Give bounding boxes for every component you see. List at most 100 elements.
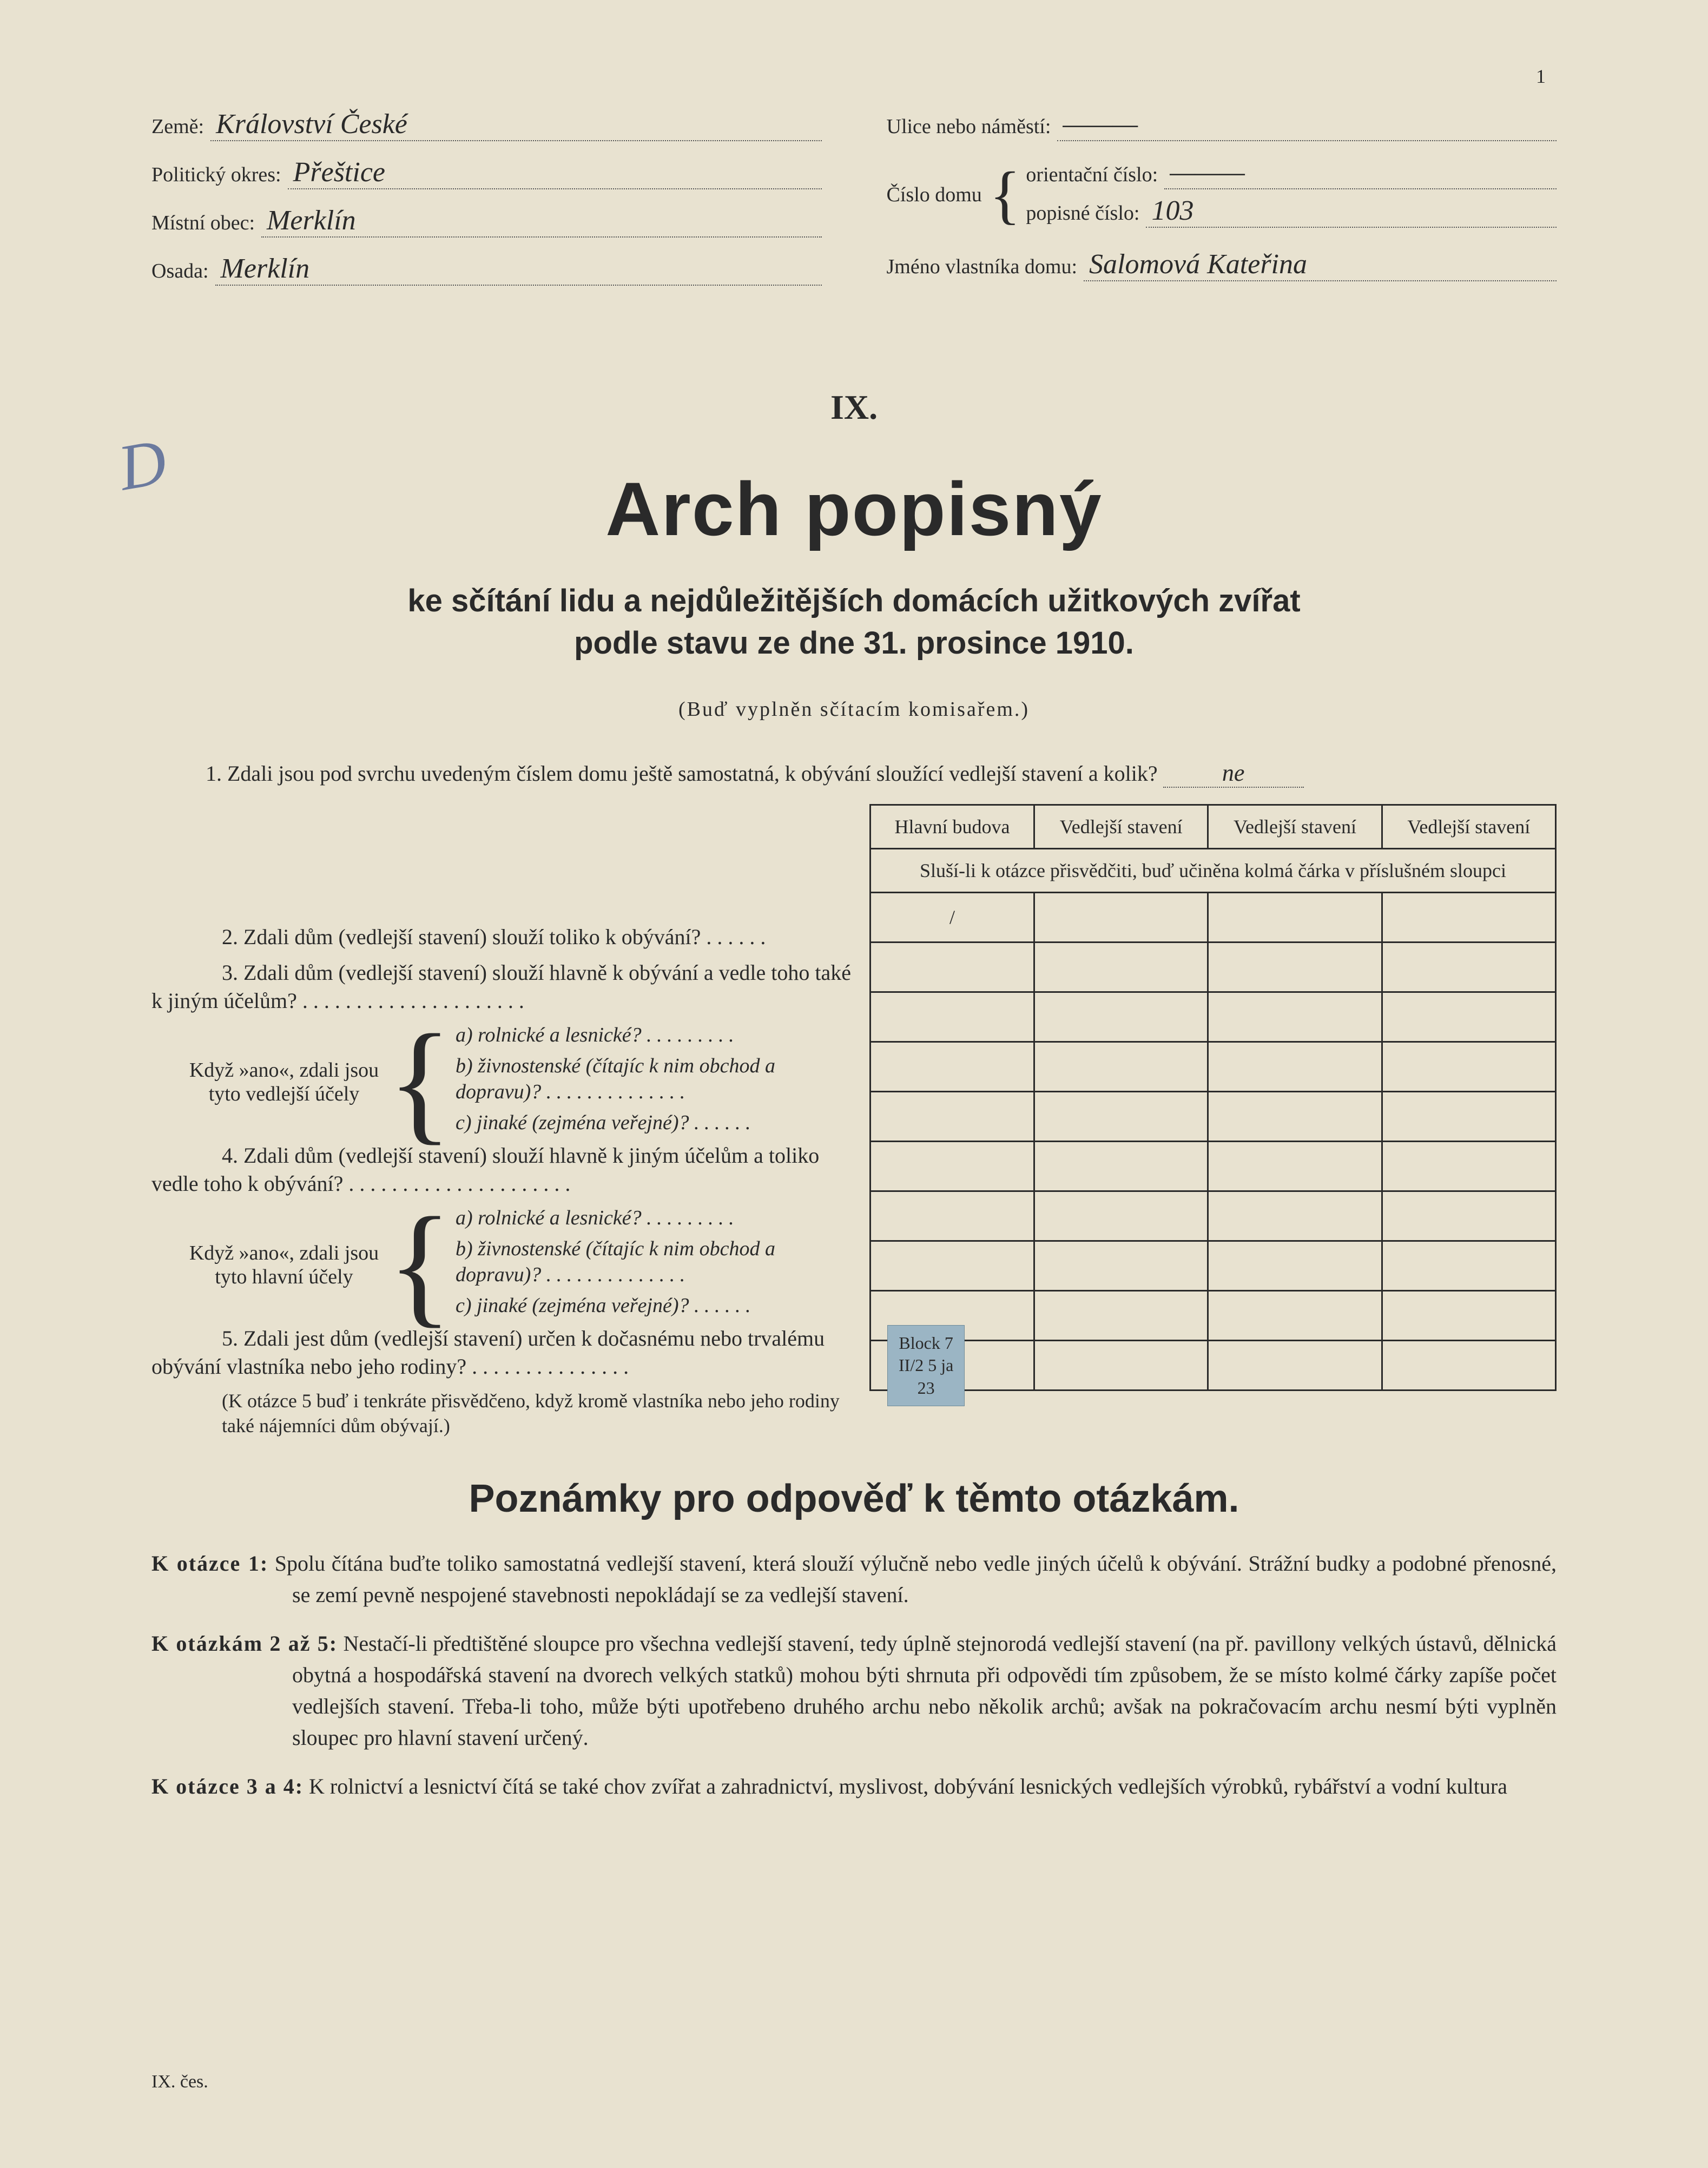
table-hint: Sluší-li k otázce přisvědčiti, buď učině… [871, 848, 1556, 892]
table-row [871, 1290, 1556, 1340]
table-row [871, 1241, 1556, 1290]
cell [1382, 992, 1555, 1042]
table-row: Block 7 II/2 5 ja 23 [871, 1340, 1556, 1390]
cell [1208, 1340, 1382, 1390]
cell [1382, 942, 1555, 992]
th-0: Hlavní budova [871, 805, 1034, 848]
cell [1208, 1191, 1382, 1241]
cell: Block 7 II/2 5 ja 23 [871, 1340, 1034, 1390]
sub3-a: a) rolnické a lesnické? . . . . . . . . … [456, 1023, 859, 1049]
cell [871, 1091, 1034, 1141]
field-popis: popisné číslo: 103 [1026, 195, 1557, 228]
sub-4-wrap: Když »ano«, zdali jsou tyto hlavní účely… [184, 1205, 859, 1324]
cell [871, 1042, 1034, 1091]
cell [1034, 1042, 1208, 1091]
question-5: 5. Zdali jest dům (vedlejší stavení) urč… [151, 1324, 859, 1381]
cell [1382, 1191, 1555, 1241]
field-ulice: Ulice nebo náměstí: ——— [887, 108, 1557, 141]
note2-label: K otázkám 2 až 5: [151, 1631, 338, 1656]
okres-value: Přeštice [288, 156, 822, 189]
field-orient: orientační číslo: ——— [1026, 156, 1557, 189]
main-table-wrap: 2. Zdali dům (vedlejší stavení) slouží t… [151, 804, 1557, 1439]
obec-value: Merklín [261, 205, 821, 238]
sub4-b: b) živnostenské (čítajíc k nim obchod a … [456, 1236, 859, 1288]
field-obec: Místní obec: Merklín [151, 205, 822, 238]
note2-text: Nestačí-li předtištěné sloupce pro všech… [292, 1631, 1557, 1750]
table-header-row: Hlavní budova Vedlejší stavení Vedlejší … [871, 805, 1556, 848]
cell [1382, 1290, 1555, 1340]
notes-title: Poznámky pro odpověď k těmto otázkám. [151, 1477, 1557, 1521]
cell [1034, 1141, 1208, 1191]
cell [1034, 992, 1208, 1042]
note1-label: K otázce 1: [151, 1551, 268, 1576]
cell [1208, 1091, 1382, 1141]
cell [871, 992, 1034, 1042]
th-3: Vedlejší stavení [1382, 805, 1555, 848]
stamp-line1: Block 7 [899, 1332, 953, 1355]
field-okres: Politický okres: Přeštice [151, 156, 822, 189]
question-3: 3. Zdali dům (vedlejší stavení) slouží h… [151, 959, 859, 1015]
note1-text: Spolu čítána buďte toliko samostatná ved… [275, 1551, 1557, 1607]
cell [1034, 942, 1208, 992]
cell [1034, 1340, 1208, 1390]
instruction: (Buď vyplněn sčítacím komisařem.) [151, 697, 1557, 721]
zeme-label: Země: [151, 115, 204, 139]
okres-label: Politický okres: [151, 163, 281, 187]
sub4-a: a) rolnické a lesnické? . . . . . . . . … [456, 1205, 859, 1231]
cell [1208, 1241, 1382, 1290]
cell [1034, 1290, 1208, 1340]
note3-text: K rolnictví a lesnictví čítá se také cho… [309, 1774, 1507, 1798]
question-4: 4. Zdali dům (vedlejší stavení) slouží h… [151, 1142, 859, 1198]
ulice-value: ——— [1057, 108, 1557, 141]
table-row [871, 942, 1556, 992]
note-3: K otázce 3 a 4: K rolnictví a lesnictví … [151, 1771, 1557, 1802]
brace-icon: { [990, 175, 1021, 214]
cislo-sub: orientační číslo: ——— popisné číslo: 103 [1026, 156, 1557, 233]
field-zeme: Země: Království České [151, 108, 822, 141]
cell [871, 1241, 1034, 1290]
cell [1034, 1241, 1208, 1290]
cell [871, 1141, 1034, 1191]
table-row [871, 1191, 1556, 1241]
vlastnik-label: Jméno vlastníka domu: [887, 255, 1078, 279]
cell [1382, 1091, 1555, 1141]
question-2: 2. Zdali dům (vedlejší stavení) slouží t… [222, 923, 859, 951]
q1-answer: ne [1163, 759, 1304, 788]
cell [871, 1191, 1034, 1241]
sub4-items: a) rolnické a lesnické? . . . . . . . . … [456, 1205, 859, 1324]
obec-label: Místní obec: [151, 211, 255, 235]
cell [1208, 992, 1382, 1042]
q4-text: 4. Zdali dům (vedlejší stavení) slouží h… [151, 1143, 819, 1196]
sub3-items: a) rolnické a lesnické? . . . . . . . . … [456, 1023, 859, 1142]
zeme-value: Království České [210, 108, 821, 141]
field-vlastnik: Jméno vlastníka domu: Salomová Kateřina [887, 248, 1557, 281]
cell [1382, 892, 1555, 942]
cell [1034, 1191, 1208, 1241]
cislo-domu-group: Číslo domu { orientační číslo: ——— popis… [887, 156, 1557, 233]
archive-stamp: Block 7 II/2 5 ja 23 [887, 1325, 965, 1407]
cell [1034, 892, 1208, 942]
note-2: K otázkám 2 až 5: Nestačí-li předtištěné… [151, 1628, 1557, 1754]
osada-value: Merklín [215, 253, 822, 286]
spacer [151, 804, 859, 923]
vlastnik-value: Salomová Kateřina [1084, 248, 1557, 281]
stamp-line2: II/2 5 ja [899, 1354, 953, 1377]
page-number: 1 [1536, 65, 1546, 88]
header-right-column: Ulice nebo náměstí: ——— Číslo domu { ori… [887, 108, 1557, 301]
q3-text: 3. Zdali dům (vedlejší stavení) slouží h… [151, 960, 851, 1013]
cell [1382, 1141, 1555, 1191]
subtitle: ke sčítání lidu a nejdůležitějších domác… [151, 580, 1557, 665]
cell [1208, 1290, 1382, 1340]
table-hint-row: Sluší-li k otázce přisvědčiti, buď učině… [871, 848, 1556, 892]
cell [1382, 1042, 1555, 1091]
sub3-b: b) živnostenské (čítajíc k nim obchod a … [456, 1053, 859, 1105]
sub-3-wrap: Když »ano«, zdali jsou tyto vedlejší úče… [184, 1023, 859, 1142]
sub3-label: Když »ano«, zdali jsou tyto vedlejší úče… [184, 1058, 384, 1106]
sub3-c: c) jinaké (zejména veřejné)? . . . . . . [456, 1110, 859, 1136]
q1-text: 1. Zdali jsou pod svrchu uvedeným číslem… [206, 761, 1158, 786]
cell [1208, 1042, 1382, 1091]
th-2: Vedlejší stavení [1208, 805, 1382, 848]
table-row [871, 992, 1556, 1042]
brace-icon: { [387, 1045, 452, 1119]
census-table: Hlavní budova Vedlejší stavení Vedlejší … [869, 804, 1557, 1391]
